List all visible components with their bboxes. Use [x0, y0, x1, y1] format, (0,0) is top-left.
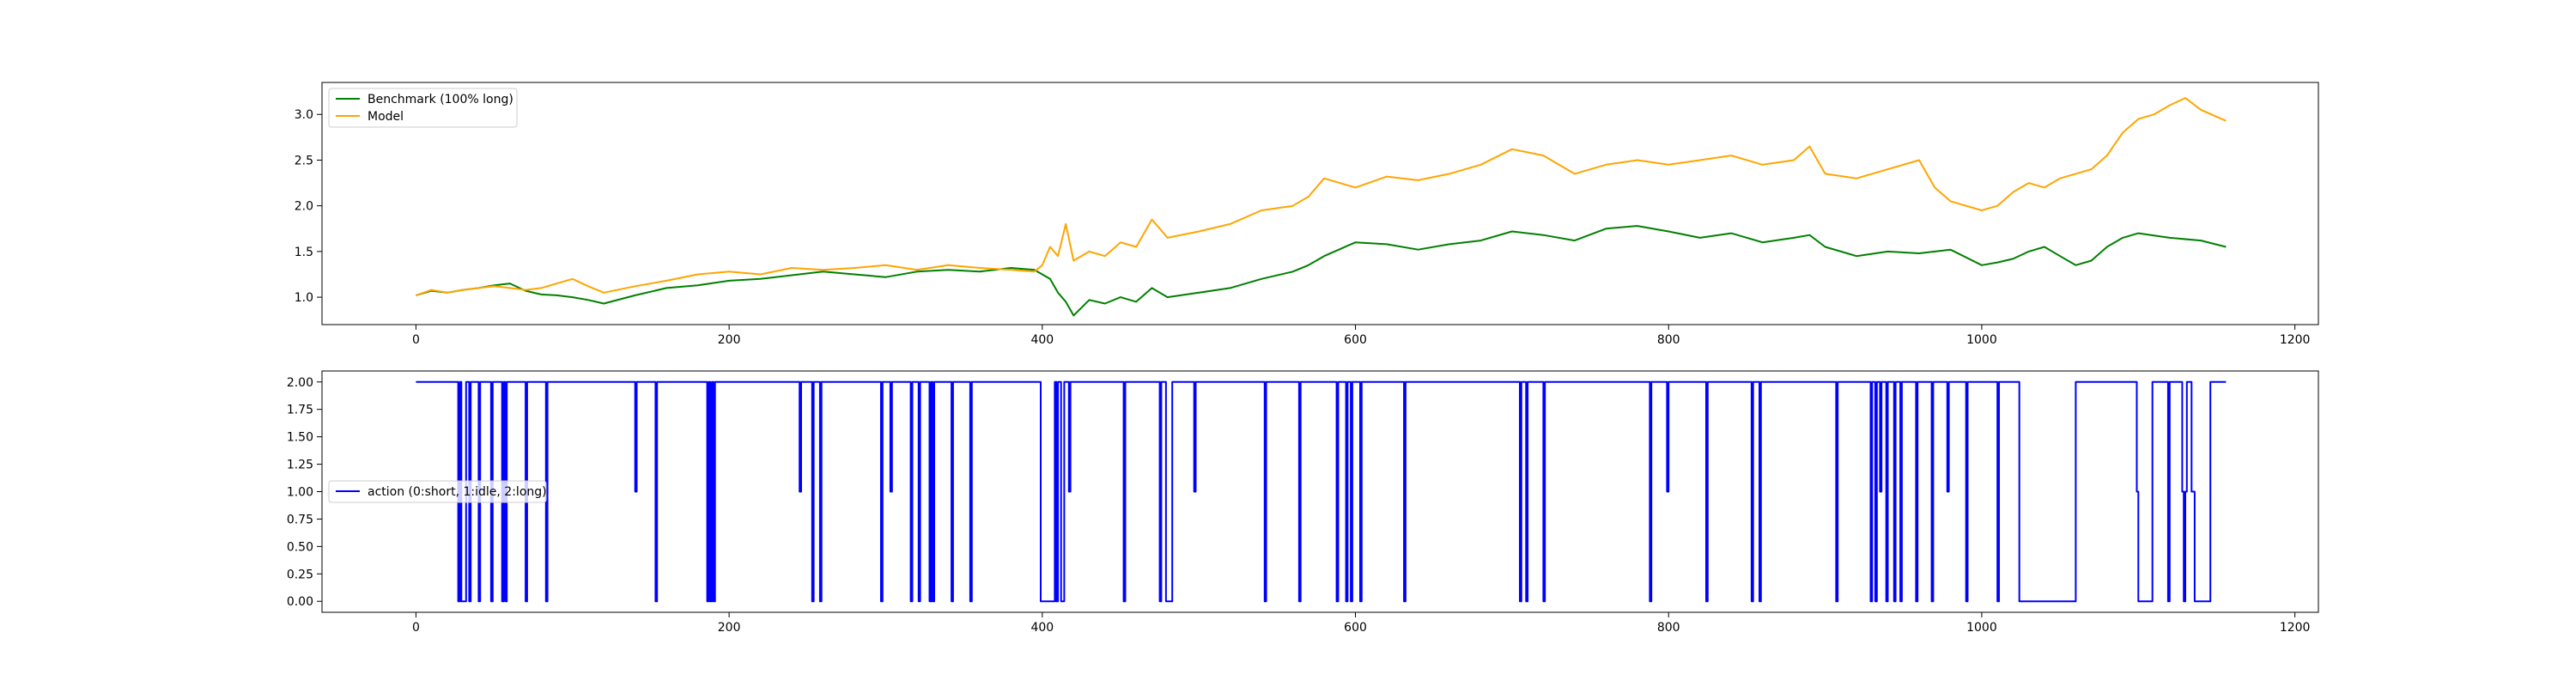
bottom-y-tick-label: 1.25: [287, 459, 313, 472]
series-line-action-0-short-1-idle-2-long: [416, 380, 2227, 603]
bottom-x-tick-label: 200: [718, 621, 741, 635]
bottom-x-ticks: 0 200 400 600 800 1000 1200: [412, 612, 2311, 635]
bottom-x-tick-label: 1000: [1966, 621, 1997, 635]
top-x-ticks: 0 200 400 600 800 1000 1200: [412, 325, 2311, 347]
bottom-x-tick-label: 400: [1030, 621, 1054, 635]
top-legend: Benchmark (100% long) Model: [328, 88, 518, 128]
bottom-x-tick-label: 1200: [2280, 621, 2311, 635]
top-y-tick-label: 1.0: [295, 291, 313, 305]
top-plot-area: [416, 97, 2227, 317]
top-y-tick-label: 1.5: [295, 246, 313, 259]
bottom-y-tick-label: 0.25: [287, 568, 313, 581]
bottom-legend-box: [328, 480, 547, 503]
bottom-legend: action (0:short, 1:idle, 2:long): [328, 480, 547, 503]
bottom-y-tick-label: 1.75: [287, 404, 313, 417]
top-x-tick-label: 0: [412, 333, 420, 347]
legend-benchmark-label: Benchmark (100% long): [368, 93, 513, 106]
bottom-y-tick-label: 2.00: [287, 376, 313, 390]
bottom-y-tick-label: 0.75: [287, 513, 313, 526]
top-legend-box: [328, 88, 518, 128]
bottom-y-tick-label: 1.00: [287, 486, 313, 500]
top-chart: 0 200 400 600 800 1000 1200 1.0 1.5 2.0 2.5 3.0 Be…: [295, 82, 2319, 347]
legend-model-label: Model: [368, 110, 404, 124]
bottom-x-tick-label: 600: [1344, 621, 1367, 635]
top-y-tick-label: 2.5: [295, 154, 313, 167]
bottom-chart: 0 200 400 600 800 1000 1200 0.00 0.25 0.50 0.75 1.…: [287, 370, 2319, 635]
top-axes-frame: [321, 82, 2319, 325]
top-x-tick-label: 1000: [1966, 333, 1997, 347]
bottom-y-tick-label: 0.00: [287, 595, 313, 609]
series-line-model: [416, 97, 2227, 296]
bottom-y-tick-label: 1.50: [287, 431, 313, 445]
top-x-tick-label: 800: [1657, 333, 1680, 347]
top-y-tick-label: 3.0: [295, 108, 313, 122]
bottom-x-tick-label: 800: [1657, 621, 1680, 635]
bottom-y-tick-label: 0.50: [287, 540, 313, 554]
bottom-y-ticks: 0.00 0.25 0.50 0.75 1.00 1.25 1.50 1.75 2.00: [287, 376, 322, 609]
top-x-tick-label: 600: [1344, 333, 1367, 347]
series-line-benchmark-100-long: [416, 225, 2227, 317]
top-x-tick-label: 400: [1030, 333, 1054, 347]
legend-action-label: action (0:short, 1:idle, 2:long): [368, 485, 547, 499]
bottom-x-tick-label: 0: [412, 621, 420, 635]
top-x-tick-label: 1200: [2280, 333, 2311, 347]
top-y-ticks: 1.0 1.5 2.0 2.5 3.0: [295, 108, 322, 305]
bottom-plot-area: [416, 380, 2227, 603]
top-x-tick-label: 200: [718, 333, 741, 347]
top-y-tick-label: 2.0: [295, 200, 313, 214]
